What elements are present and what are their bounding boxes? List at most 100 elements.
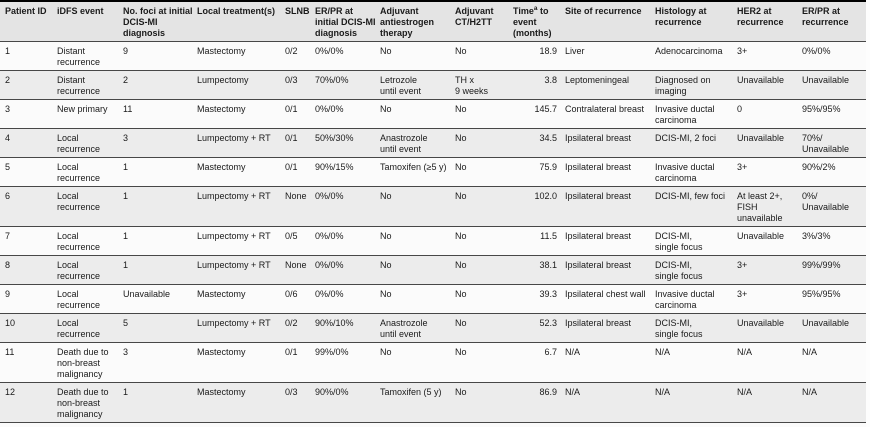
cell-foci-at-diagnosis: 1: [123, 226, 197, 256]
cell-histology-at-recurrence: N/A: [655, 342, 737, 383]
cell-site-of-recurrence: N/A: [565, 382, 655, 423]
cell-idfs-event: New primary: [57, 99, 123, 129]
cell-site-of-recurrence: Contralateral breast: [565, 99, 655, 129]
time-label-rest: to event (months): [513, 6, 552, 38]
table-row: 12 Death due to non-breast malignancy 1 Mas…: [0, 382, 866, 423]
cell-er-pr-at-recurrence: 3%/3%: [802, 226, 866, 256]
cell-adjuvant-ct-h2tt: No: [455, 382, 513, 423]
cell-patient-id: 8: [0, 255, 57, 285]
cell-histology-at-recurrence: Adenocarcinoma: [655, 41, 737, 71]
cell-slnb: 0/3: [285, 382, 315, 423]
cell-time-to-event: 34.5: [513, 128, 565, 158]
cell-local-treatments: Mastectomy: [197, 342, 285, 383]
cell-time-to-event: 39.3: [513, 284, 565, 314]
cell-adjuvant-antiestrogen-therapy: No: [380, 41, 455, 71]
cell-site-of-recurrence: Ipsilateral breast: [565, 226, 655, 256]
cell-idfs-event: Local recurrence: [57, 157, 123, 187]
cell-idfs-event: Local recurrence: [57, 186, 123, 227]
cell-er-pr-at-recurrence: N/A: [802, 382, 866, 423]
cell-idfs-event: Death due to non-breast malignancy: [57, 342, 123, 383]
col-header-her2-at-recurrence: HER2 at recurrence: [737, 1, 802, 42]
cell-slnb: None: [285, 422, 315, 427]
cell-er-pr-at-diagnosis: 50%/30%: [315, 128, 380, 158]
cell-er-pr-at-diagnosis: 0%/0%: [315, 255, 380, 285]
cell-idfs-event: Local recurrence: [57, 128, 123, 158]
cell-er-pr-at-diagnosis: 0%/0%: [315, 41, 380, 71]
cell-local-treatments: Lumpectomy + RT: [197, 313, 285, 343]
cell-patient-id: 9: [0, 284, 57, 314]
cell-her2-at-recurrence: N/A: [737, 422, 802, 427]
cell-local-treatments: Lumpectomy + RT: [197, 128, 285, 158]
cell-her2-at-recurrence: At least 2+, FISH unavailable: [737, 186, 802, 227]
table-row: 7 Local recurrence 1 Lumpectomy + RT 0/5 0%/0…: [0, 226, 866, 256]
cell-foci-at-diagnosis: 1: [123, 186, 197, 227]
cell-idfs-event: Distant recurrence: [57, 70, 123, 100]
cell-site-of-recurrence: Leptomeningeal: [565, 70, 655, 100]
cell-er-pr-at-diagnosis: 90%/15%: [315, 157, 380, 187]
cell-patient-id: 4: [0, 128, 57, 158]
cell-er-pr-at-diagnosis: 90%/0%: [315, 382, 380, 423]
cell-idfs-event: Local recurrence: [57, 284, 123, 314]
col-header-patient-id: Patient ID: [0, 1, 57, 42]
cell-her2-at-recurrence: Unavailable: [737, 313, 802, 343]
table-row: 6 Local recurrence 1 Lumpectomy + RT None 0%/…: [0, 186, 866, 227]
cell-time-to-event: 102.0: [513, 186, 565, 227]
cell-adjuvant-ct-h2tt: No: [455, 41, 513, 71]
cell-foci-at-diagnosis: 3: [123, 128, 197, 158]
cell-er-pr-at-diagnosis: 0%/0%: [315, 422, 380, 427]
cell-er-pr-at-recurrence: Unavailable: [802, 313, 866, 343]
cell-patient-id: 1: [0, 41, 57, 71]
cell-her2-at-recurrence: 0: [737, 99, 802, 129]
cell-foci-at-diagnosis: 5: [123, 313, 197, 343]
cell-patient-id: 12: [0, 382, 57, 423]
cell-foci-at-diagnosis: 9: [123, 41, 197, 71]
cell-her2-at-recurrence: 3+: [737, 41, 802, 71]
cell-foci-at-diagnosis: 3: [123, 342, 197, 383]
cell-adjuvant-ct-h2tt: No: [455, 342, 513, 383]
cell-histology-at-recurrence: DCIS-MI, single focus: [655, 313, 737, 343]
cell-patient-id: 5: [0, 157, 57, 187]
cell-foci-at-diagnosis: 1: [123, 157, 197, 187]
cell-local-treatments: Lumpectomy + RT: [197, 226, 285, 256]
cell-er-pr-at-recurrence: 0%/ Unavailable: [802, 186, 866, 227]
cell-local-treatments: Mastectomy: [197, 41, 285, 71]
cell-idfs-event: Local recurrence: [57, 226, 123, 256]
table-header: Patient ID iDFS event No. foci at initia…: [0, 1, 866, 42]
cell-histology-at-recurrence: Invasive ductal carcinoma: [655, 99, 737, 129]
col-header-adjuvant-ct-h2tt: Adjuvant CT/H2TT: [455, 1, 513, 42]
cell-foci-at-diagnosis: Unavailable: [123, 284, 197, 314]
cell-slnb: 0/1: [285, 342, 315, 383]
cell-site-of-recurrence: Ipsilateral breast: [565, 186, 655, 227]
cell-slnb: None: [285, 255, 315, 285]
table-row: 2 Distant recurrence 2 Lumpectomy 0/3 70%/0% L…: [0, 70, 866, 100]
cell-her2-at-recurrence: Unavailable: [737, 70, 802, 100]
cell-histology-at-recurrence: DCIS-MI, single focus: [655, 226, 737, 256]
cell-adjuvant-antiestrogen-therapy: No: [380, 186, 455, 227]
cell-er-pr-at-diagnosis: 0%/0%: [315, 186, 380, 227]
cell-site-of-recurrence: Ipsilateral chest wall: [565, 284, 655, 314]
table-row: 13Death due to unknown cause3Lumpectomy …: [0, 422, 866, 427]
cell-local-treatments: Lumpectomy: [197, 70, 285, 100]
table-row: 9 Local recurrence Unavailable Mastectomy 0/…: [0, 284, 866, 314]
table-row: 11 Death due to non-breast malignancy 3 Mas…: [0, 342, 866, 383]
cell-er-pr-at-diagnosis: 90%/10%: [315, 313, 380, 343]
cell-patient-id: 6: [0, 186, 57, 227]
cell-patient-id: 13: [0, 422, 57, 427]
cell-histology-at-recurrence: DCIS-MI, 2 foci: [655, 128, 737, 158]
cell-adjuvant-ct-h2tt: No: [455, 313, 513, 343]
cell-adjuvant-antiestrogen-therapy: Letrozole until event: [380, 70, 455, 100]
cell-adjuvant-ct-h2tt: No: [455, 226, 513, 256]
cell-adjuvant-antiestrogen-therapy: Anastrozole until event: [380, 128, 455, 158]
cell-patient-id: 11: [0, 342, 57, 383]
cell-adjuvant-antiestrogen-therapy: No: [380, 284, 455, 314]
cell-histology-at-recurrence: Invasive ductal carcinoma: [655, 284, 737, 314]
cell-er-pr-at-recurrence: N/A: [802, 342, 866, 383]
cell-local-treatments: Mastectomy: [197, 157, 285, 187]
cell-er-pr-at-recurrence: 90%/2%: [802, 157, 866, 187]
cell-time-to-event: 145.7: [513, 99, 565, 129]
cell-er-pr-at-recurrence: Unavailable: [802, 70, 866, 100]
cell-adjuvant-ct-h2tt: No: [455, 422, 513, 427]
cell-adjuvant-ct-h2tt: No: [455, 186, 513, 227]
time-label: Time: [513, 6, 534, 16]
